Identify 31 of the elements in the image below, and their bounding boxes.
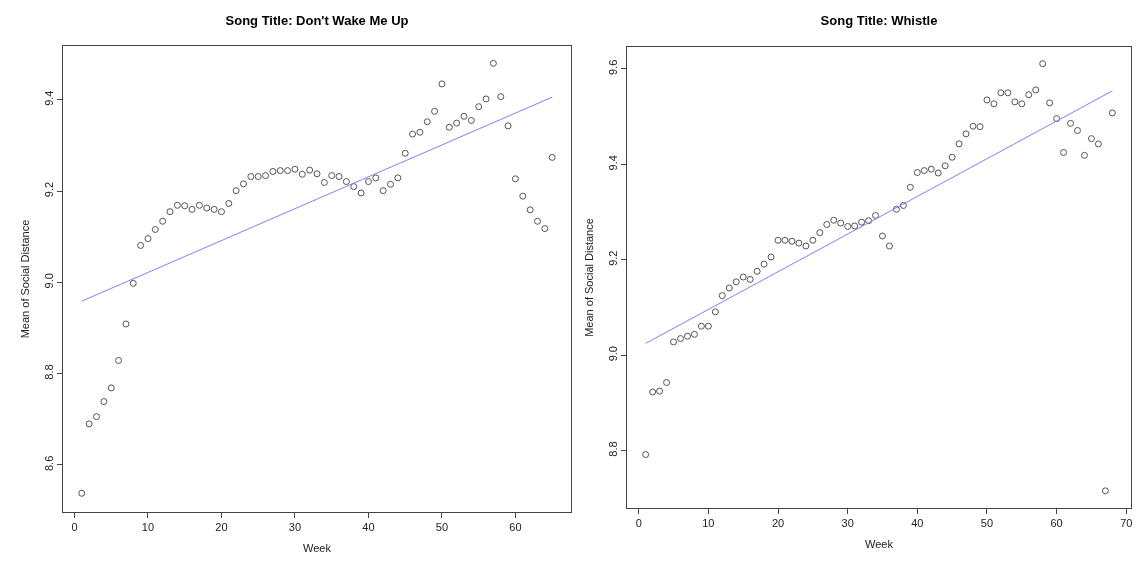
- x-tick-label: 60: [509, 521, 522, 534]
- x-tick-label: 30: [841, 517, 854, 530]
- y-tick-label: 8.8: [42, 364, 55, 380]
- y-tick-label: 9.4: [606, 155, 619, 171]
- x-tick-label: 60: [1050, 517, 1063, 530]
- y-tick-label: 9.4: [42, 90, 55, 106]
- y-axis-title: Mean of Social Distance: [583, 218, 596, 337]
- chart-title: Song Title: Don't Wake Me Up: [225, 12, 409, 28]
- y-tick-label: 9.0: [42, 273, 55, 289]
- x-tick-label: 0: [71, 521, 78, 534]
- x-tick-label: 70: [1120, 517, 1133, 530]
- x-axis-title: Week: [303, 542, 332, 555]
- y-tick-label: 9.2: [42, 181, 55, 198]
- x-tick-label: 40: [362, 521, 375, 534]
- x-tick-label: 40: [911, 517, 924, 530]
- x-tick-label: 30: [288, 521, 302, 534]
- y-axis-title: Mean of Social Distance: [19, 219, 32, 339]
- x-tick-label: 20: [771, 517, 785, 530]
- x-tick-label: 20: [215, 521, 228, 534]
- y-tick-label: 9.0: [606, 345, 619, 362]
- x-tick-label: 0: [635, 517, 642, 530]
- y-tick-label: 9.2: [606, 250, 619, 266]
- y-tick-label: 8.6: [42, 455, 55, 471]
- x-tick-label: 50: [980, 517, 994, 530]
- y-tick-label: 9.6: [606, 59, 619, 75]
- chart-title: Song Title: Whistle: [820, 12, 938, 28]
- x-tick-label: 10: [141, 521, 155, 534]
- x-tick-label: 50: [435, 521, 449, 534]
- x-axis-title: Week: [865, 538, 894, 551]
- y-tick-label: 8.8: [606, 441, 619, 457]
- x-tick-label: 10: [702, 517, 715, 530]
